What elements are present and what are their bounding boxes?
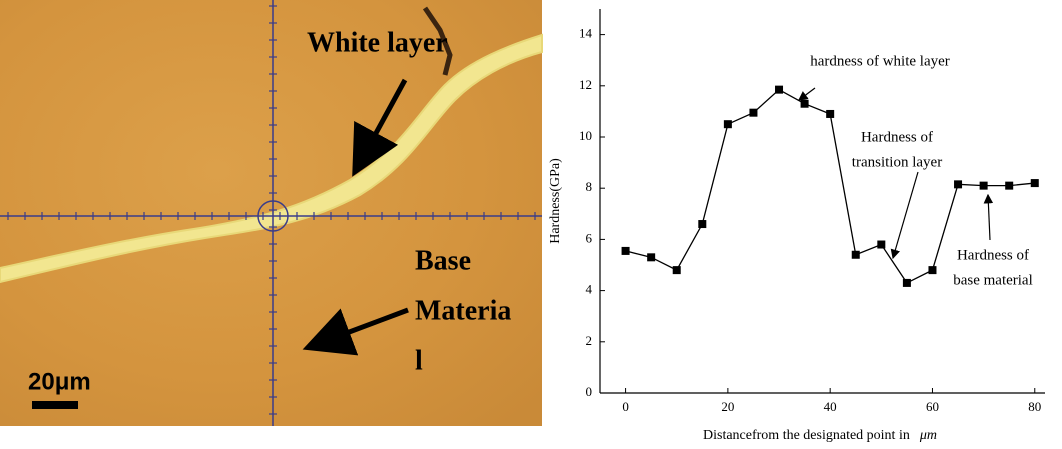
crack — [422, 6, 453, 76]
annotation: Hardness of — [861, 129, 933, 145]
data-point — [698, 220, 707, 229]
micrograph: White layer Base Materia l 20μm — [0, 0, 543, 426]
data-point — [647, 253, 656, 262]
annotation: base material — [953, 272, 1033, 288]
y-tick-label: 10 — [579, 128, 592, 143]
chart: 0 2 4 6 8 10 12 14 0 20 40 60 80 Distancefrom the des… — [548, 9, 1045, 443]
y-tick-label: 14 — [579, 26, 593, 41]
data-point — [1030, 179, 1039, 188]
base-label: l — [415, 345, 423, 376]
data-point — [723, 120, 732, 129]
x-tick-label: 20 — [721, 399, 734, 414]
data-point — [749, 108, 758, 117]
annotation: hardness of white layer — [810, 53, 950, 69]
data-point — [826, 109, 835, 118]
base-label: Materia — [415, 295, 511, 326]
y-tick-label: 8 — [586, 179, 593, 194]
x-tick-label: 40 — [824, 399, 837, 414]
data-point — [672, 266, 681, 275]
scale-label: 20μm — [28, 368, 91, 395]
data-point — [800, 99, 809, 108]
data-point — [902, 278, 911, 287]
x-tick-label: 60 — [926, 399, 939, 414]
y-tick-label: 4 — [586, 282, 593, 297]
data-point — [1005, 181, 1014, 190]
arrow — [302, 307, 409, 356]
y-tick-label: 6 — [586, 230, 593, 245]
data-point — [928, 266, 937, 275]
base-label: Base — [415, 245, 471, 276]
data-point — [979, 181, 988, 190]
scale-bar — [32, 401, 78, 409]
x-axis-label: Distancefrom the designated point in μm — [703, 428, 937, 443]
annotation: transition layer — [852, 154, 942, 170]
annotation-arrow — [798, 87, 816, 101]
x-axis-label-text: Distancefrom the designated point in — [703, 428, 910, 443]
y-axis-label: Hardness(GPa) — [548, 158, 563, 244]
y-tick-label: 12 — [579, 77, 592, 92]
annotation-arrow — [983, 193, 994, 241]
data-point — [621, 246, 630, 255]
annotation: Hardness of — [957, 247, 1029, 263]
white-layer-label: White layer — [307, 27, 448, 58]
data-point — [877, 240, 886, 249]
data-point — [775, 85, 784, 94]
crosshair — [0, 0, 542, 426]
annotation-arrow — [890, 171, 919, 260]
arrow — [352, 78, 408, 177]
x-tick-label: 80 — [1028, 399, 1041, 414]
data-point — [954, 180, 963, 189]
white-layer-band — [0, 33, 543, 284]
x-axis-label-unit: μm — [919, 428, 937, 443]
data-point — [851, 250, 860, 259]
y-tick-label: 0 — [586, 384, 593, 399]
y-tick-label: 2 — [586, 333, 593, 348]
x-tick-label: 0 — [622, 399, 629, 414]
